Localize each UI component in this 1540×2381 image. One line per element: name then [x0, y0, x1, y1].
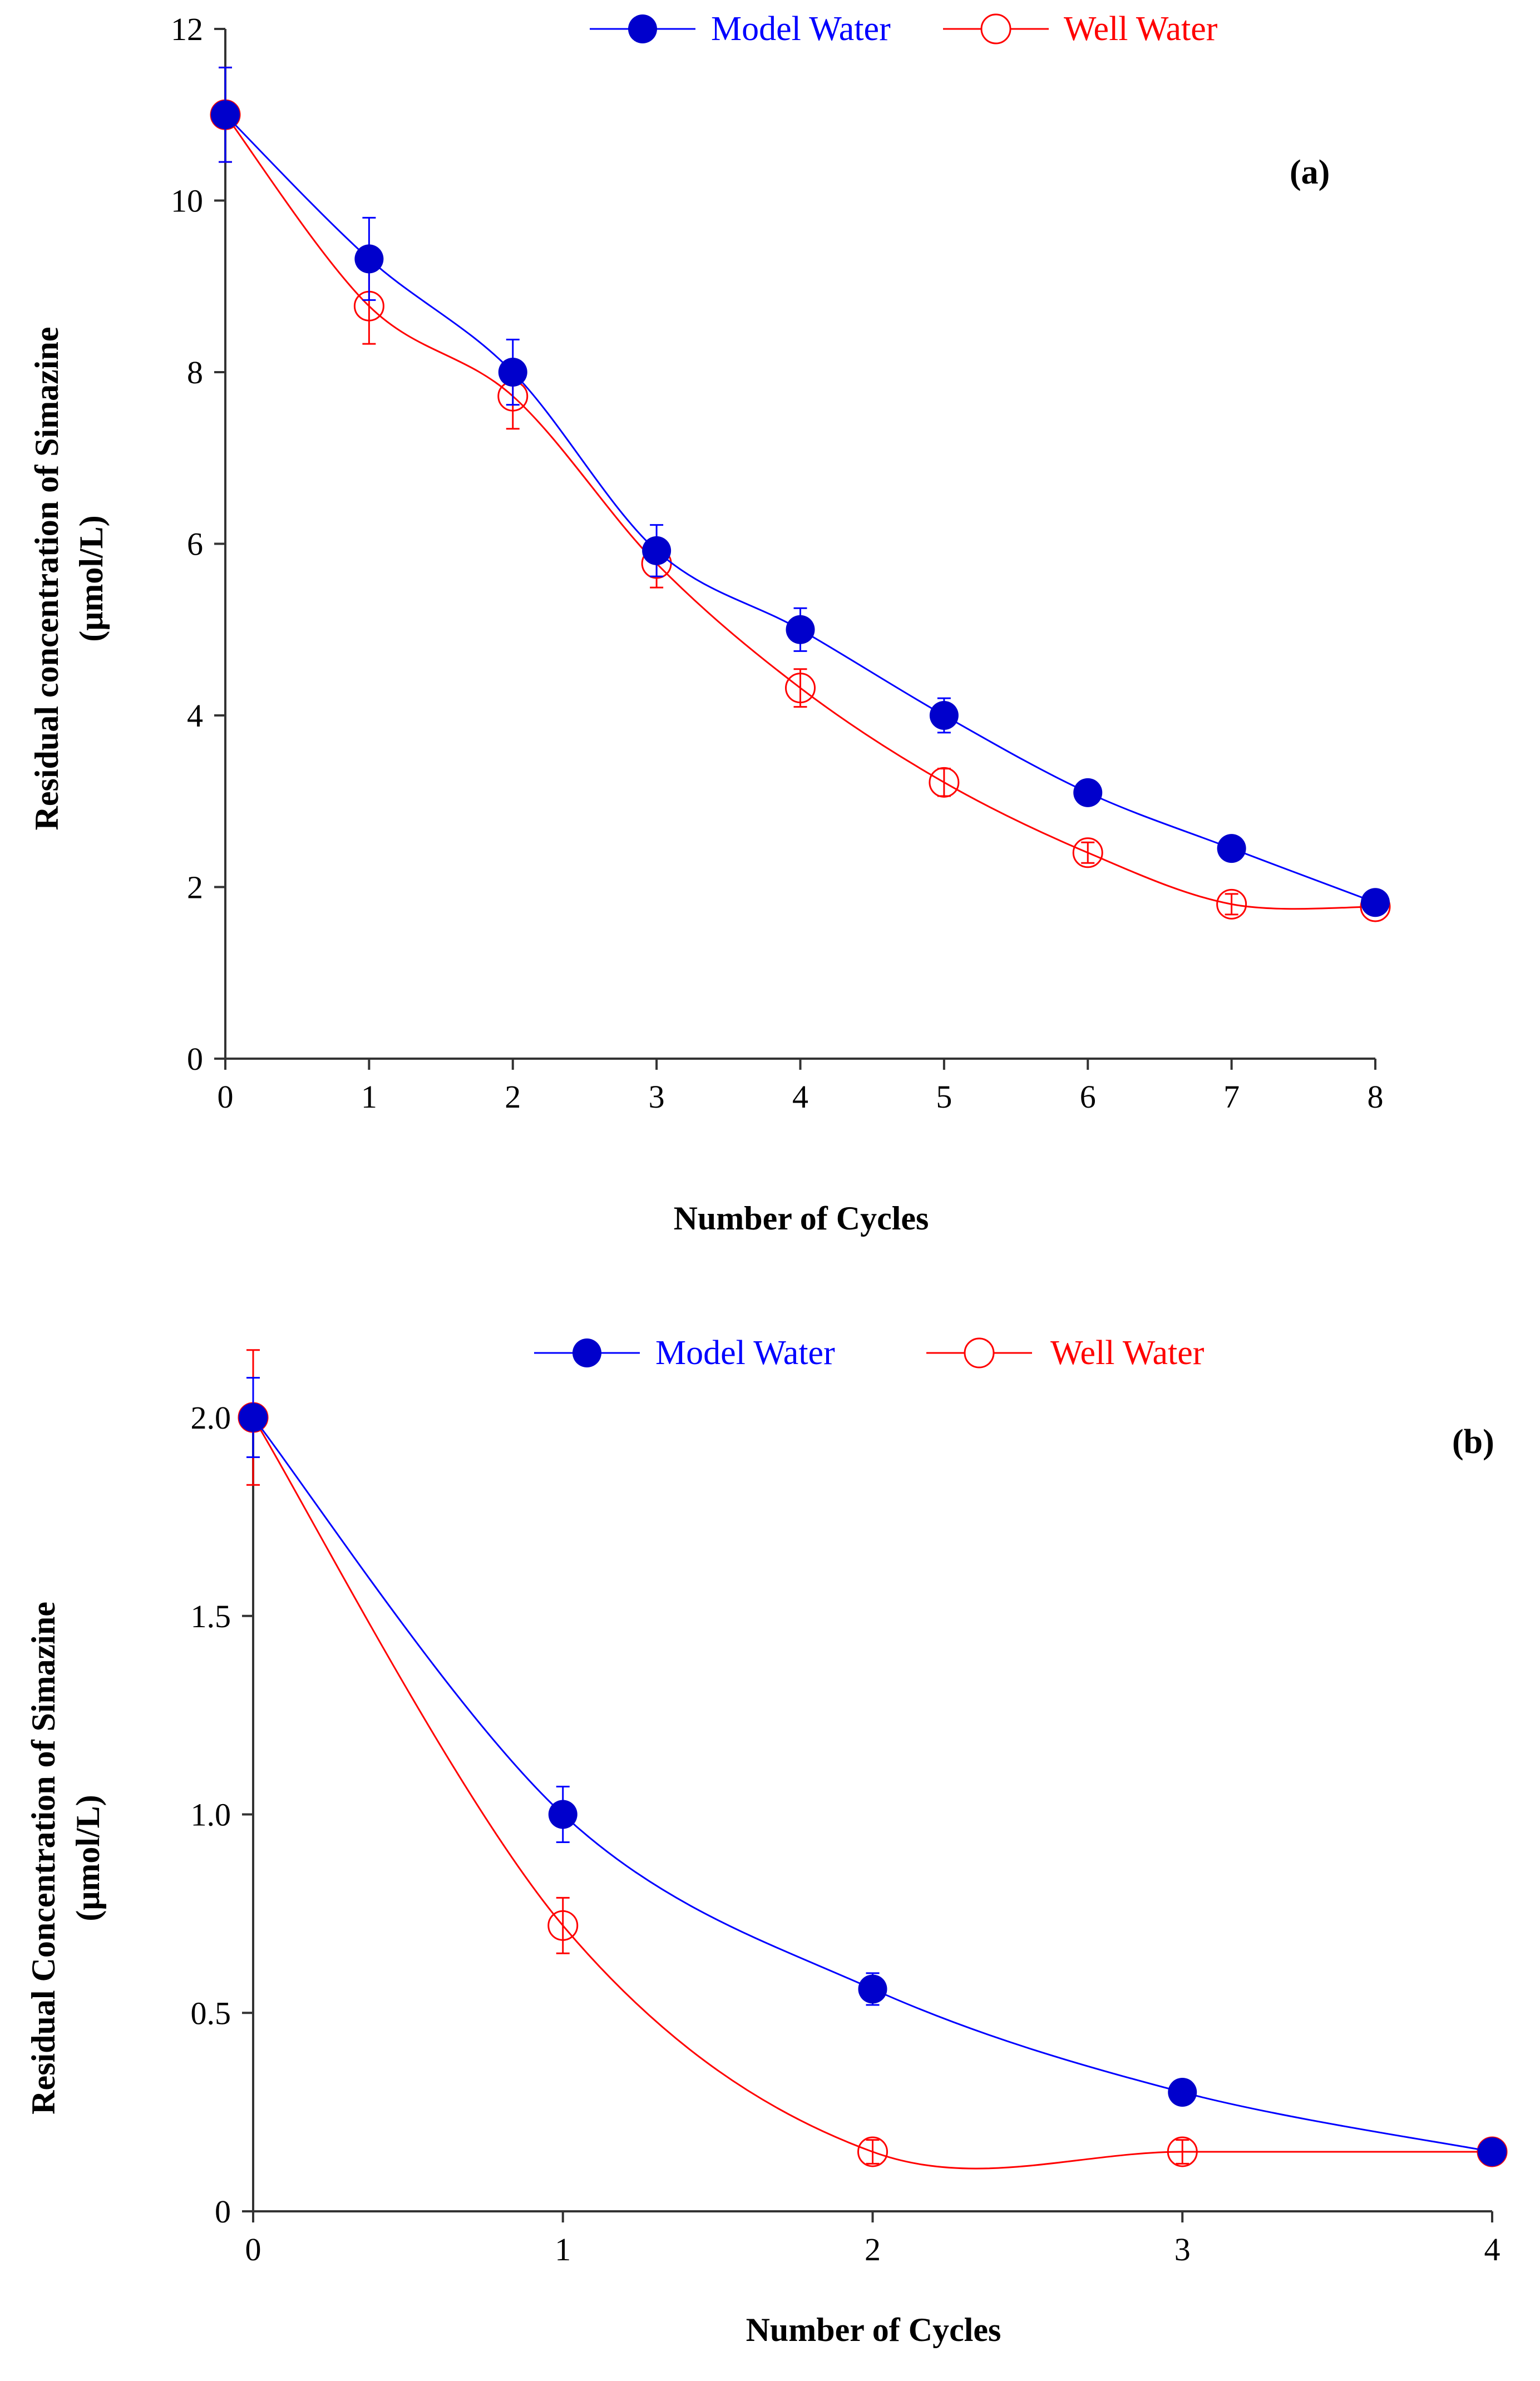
x-tick-label-a: 2 [505, 1079, 521, 1115]
y-tick-label-a: 6 [187, 526, 203, 562]
y-tick-label-b: 1.0 [191, 1797, 231, 1833]
y-tick-label-b: 0 [215, 2194, 231, 2230]
legend-a: Model Water Well Water [590, 10, 1218, 48]
y-tick-label-b: 2.0 [191, 1400, 231, 1436]
chart-panel-a: Model Water Well Water (a) Number of Cyc… [28, 10, 1391, 1237]
panel-label-a: (a) [1290, 154, 1330, 191]
data-point-well-water [857, 2136, 888, 2167]
y-tick-label-a: 10 [171, 183, 203, 219]
x-tick-label-a: 8 [1368, 1079, 1384, 1115]
data-point-model-water [1361, 888, 1390, 917]
x-tick-label-b: 2 [865, 2231, 881, 2268]
data-point-model-water [1168, 2077, 1197, 2107]
series-line-model-water-a [224, 114, 1376, 903]
data-point-well-water [929, 767, 960, 798]
y-axis-title-b-line2: (μmol/L) [70, 1795, 106, 1921]
legend-well-water-marker-b [964, 1337, 995, 1369]
plot-area-b: 0 0.5 1.0 1.5 2.0 0 1 2 3 4 [191, 1349, 1508, 2268]
data-point-model-water [929, 701, 959, 730]
y-tick-label-a: 8 [187, 354, 203, 391]
data-point-model-water [642, 536, 672, 565]
legend-b: Model Water Well Water [534, 1334, 1205, 1372]
data-point-model-water [1478, 2137, 1507, 2166]
data-point-well-water [1216, 888, 1247, 920]
data-point-model-water [354, 244, 384, 274]
data-point-well-water [547, 1910, 579, 1941]
legend-model-water-marker [628, 14, 657, 43]
y-tick-label-a: 12 [171, 11, 203, 47]
data-point-model-water [858, 1974, 887, 2004]
data-point-model-water [239, 1403, 268, 1432]
data-point-model-water [211, 100, 240, 130]
x-tick-label-b: 1 [555, 2231, 571, 2268]
legend-model-water-marker-b [572, 1338, 601, 1367]
y-tick-label-b: 0.5 [191, 1995, 231, 2031]
series-line-well-water-a [224, 114, 1376, 910]
x-tick-label-a: 3 [649, 1079, 665, 1115]
x-tick-label-a: 6 [1080, 1079, 1096, 1115]
y-tick-label-b: 1.5 [191, 1598, 231, 1634]
x-tick-label-a: 1 [361, 1079, 377, 1115]
y-tick-label-a: 0 [187, 1041, 203, 1077]
y-tick-label-a: 4 [187, 698, 203, 734]
x-tick-label-a: 5 [936, 1079, 952, 1115]
data-point-model-water [548, 1800, 578, 1829]
legend-well-water-label-b: Well Water [1050, 1334, 1205, 1372]
legend-model-water-label-b: Model Water [655, 1334, 835, 1372]
y-tick-label-a: 2 [187, 870, 203, 906]
y-axis-title-b-line1: Residual Concentration of Simazine [25, 1602, 62, 2115]
legend-well-water-label: Well Water [1064, 10, 1218, 48]
x-tick-label-b: 4 [1484, 2231, 1500, 2268]
x-axis-title-b: Number of Cycles [746, 2311, 1001, 2348]
x-tick-label-b: 0 [245, 2231, 261, 2268]
data-point-well-water [1167, 2136, 1198, 2167]
x-tick-label-a: 4 [792, 1079, 808, 1115]
y-axis-title-a-line1: Residual concentration of Simazine [28, 327, 65, 831]
series-line-model-water-b [252, 1417, 1493, 2153]
data-point-model-water [1217, 834, 1246, 863]
chart-panel-b: Model Water Well Water (b) Number of Cyc… [25, 1334, 1508, 2348]
series-line-well-water-b [252, 1417, 1492, 2170]
panel-label-b: (b) [1452, 1423, 1494, 1461]
legend-well-water-marker [980, 13, 1011, 45]
x-tick-label-a: 0 [218, 1079, 234, 1115]
x-tick-label-b: 3 [1174, 2231, 1191, 2268]
data-point-model-water [498, 358, 527, 387]
x-axis-title-a: Number of Cycles [674, 1200, 929, 1237]
legend-model-water-label: Model Water [711, 10, 891, 48]
data-point-well-water [785, 673, 816, 704]
x-tick-label-a: 7 [1223, 1079, 1240, 1115]
data-point-model-water [786, 615, 815, 644]
y-axis-title-a-line2: (μmol/L) [73, 515, 110, 641]
data-point-model-water [1073, 778, 1103, 807]
data-point-well-water [1072, 837, 1103, 868]
